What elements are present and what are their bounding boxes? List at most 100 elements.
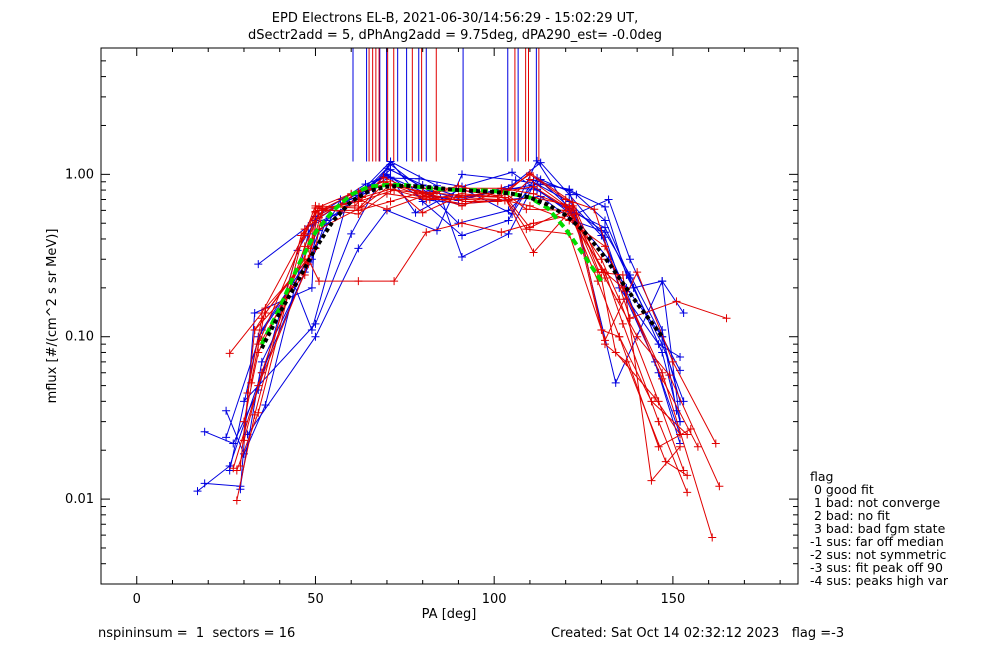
data-point-red	[665, 371, 674, 380]
series-line-blue-9	[247, 173, 681, 435]
data-point-red	[300, 270, 309, 279]
data-point-blue	[458, 231, 467, 240]
data-point-red	[318, 204, 327, 213]
data-point-blue	[311, 319, 320, 328]
series-line-blue-6	[225, 171, 685, 438]
data-point-red	[618, 319, 627, 328]
data-point-blue	[222, 406, 231, 415]
data-point-red	[311, 207, 320, 216]
x-tick-label: 100	[482, 592, 507, 607]
data-point-red	[525, 201, 534, 210]
data-point-blue	[533, 156, 542, 165]
series-line-black-fit	[260, 183, 664, 350]
data-point-blue	[254, 260, 263, 269]
spike-lines	[352, 48, 540, 162]
series-line-blue-3	[225, 175, 677, 456]
series-line-blue-2	[204, 176, 685, 445]
data-point-red	[254, 340, 263, 349]
series-line-blue-5	[229, 173, 681, 471]
legend-item: -4 sus: peaks high var	[810, 573, 949, 588]
data-point-blue	[565, 185, 574, 194]
data-point-red	[633, 268, 642, 277]
y-tick-label: 0.01	[65, 492, 94, 507]
legend-item: 2 bad: no fit	[810, 508, 890, 523]
series-line-blue-1	[204, 163, 681, 487]
data-point-red	[232, 466, 241, 475]
data-point-blue	[504, 216, 513, 225]
data-point-blue	[658, 277, 667, 286]
data-point-red	[315, 277, 324, 286]
data-point-red	[247, 378, 256, 387]
series-line-blue-7	[257, 160, 681, 371]
data-point-red	[493, 195, 502, 204]
legend-item: 0 good fit	[810, 482, 874, 497]
series-points-blue-4	[236, 158, 685, 494]
data-point-blue	[250, 308, 259, 317]
data-point-blue	[658, 326, 667, 335]
data-point-blue	[386, 157, 395, 166]
data-point-red	[715, 482, 724, 491]
data-point-blue	[626, 255, 635, 264]
data-point-blue	[458, 252, 467, 261]
series-line-red-12	[232, 182, 681, 482]
x-tick-label: 50	[307, 592, 324, 607]
data-point-red	[243, 389, 252, 398]
series-line-red-21	[261, 172, 720, 487]
data-point-red	[683, 430, 692, 439]
data-point-red	[300, 231, 309, 240]
plot-frame	[100, 47, 799, 585]
data-point-blue	[411, 208, 420, 217]
data-point-blue	[458, 170, 467, 179]
y-tick-label: 1.00	[65, 167, 94, 182]
data-point-red	[250, 326, 259, 335]
series-points-red-21	[257, 168, 724, 491]
data-point-blue	[508, 168, 517, 177]
x-tick-label: 150	[660, 592, 685, 607]
data-point-red	[618, 270, 627, 279]
data-point-red	[597, 255, 606, 264]
legend-item: -2 sus: not symmetric	[810, 547, 947, 562]
data-point-blue	[611, 378, 620, 387]
data-point-red	[239, 417, 248, 426]
data-point-red	[350, 201, 359, 210]
data-point-red	[354, 206, 363, 215]
data-point-red	[693, 442, 702, 451]
series-points-blue-9	[243, 170, 685, 439]
y-axis-label: mflux [#/(cm^2 s sr MeV)]	[45, 229, 60, 404]
legend-item: -1 sus: far off median	[810, 534, 944, 549]
data-point-red	[683, 471, 692, 480]
data-point-blue	[200, 427, 209, 436]
legend-item: 1 bad: not converge	[810, 495, 941, 510]
data-point-blue	[236, 485, 245, 494]
data-point-red	[722, 314, 731, 323]
data-point-blue	[257, 357, 266, 366]
axes: 0 50 100 150 0.01 0.10 1.00	[65, 47, 798, 607]
series-points-blue-3	[222, 171, 681, 458]
data-point-red	[529, 182, 538, 191]
data-point-red	[390, 277, 399, 286]
series-points-blue-5	[225, 170, 685, 475]
data-point-red	[633, 332, 642, 341]
footer-left: nspininsum = 1 sectors = 16	[98, 626, 296, 641]
data-point-red	[647, 476, 656, 485]
data-point-red	[658, 374, 667, 383]
series-layer	[193, 156, 731, 542]
data-point-red	[654, 417, 663, 426]
data-point-red	[661, 457, 670, 466]
data-point-red	[261, 308, 270, 317]
data-point-red	[708, 533, 717, 542]
data-point-red	[668, 357, 677, 366]
data-point-red	[600, 273, 609, 282]
data-point-red	[683, 488, 692, 497]
data-point-blue	[347, 229, 356, 238]
data-point-red	[354, 277, 363, 286]
data-point-red	[458, 219, 467, 228]
data-point-blue	[504, 229, 513, 238]
data-point-red	[590, 205, 599, 214]
series-line-blue-4	[239, 162, 681, 490]
data-point-blue	[311, 332, 320, 341]
data-point-red	[622, 357, 631, 366]
data-point-red	[254, 408, 263, 417]
data-point-red	[382, 189, 391, 198]
